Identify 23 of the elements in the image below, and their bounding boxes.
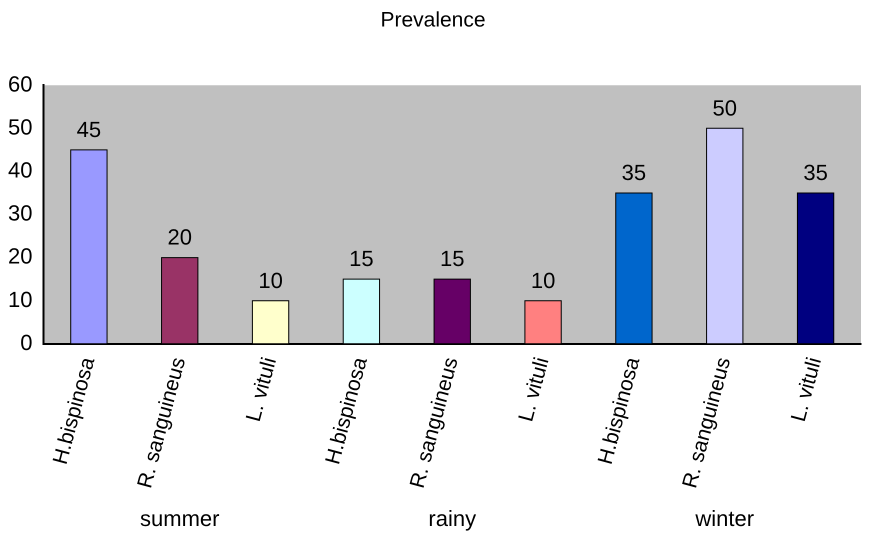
x-tick-label: L. vituli xyxy=(786,354,826,424)
text: summer xyxy=(140,506,220,532)
y-tick-label: 0 xyxy=(20,330,32,355)
y-tick-label: 60 xyxy=(8,71,32,96)
text: rainy xyxy=(428,506,476,532)
data-label: 20 xyxy=(167,224,192,250)
y-tick-label: 20 xyxy=(8,244,32,269)
y-tick-label: 10 xyxy=(8,286,32,312)
x-tick-label: L. vituli xyxy=(242,354,281,424)
data-label: 15 xyxy=(440,246,464,272)
data-label: 35 xyxy=(622,160,646,186)
data-label: 10 xyxy=(258,268,283,293)
data-label: 35 xyxy=(803,160,828,186)
x-tick-label: L. vituli xyxy=(514,354,554,424)
y-tick-label: 50 xyxy=(8,114,32,140)
data-label: 10 xyxy=(530,268,556,293)
data-label: 45 xyxy=(76,116,102,142)
y-tick-label: 30 xyxy=(8,200,32,226)
y-tick-label: 40 xyxy=(8,157,32,182)
text: winter xyxy=(694,506,754,532)
chart-title: Prevalence xyxy=(380,8,486,32)
data-label: 50 xyxy=(712,95,737,120)
data-label: 15 xyxy=(349,246,374,272)
